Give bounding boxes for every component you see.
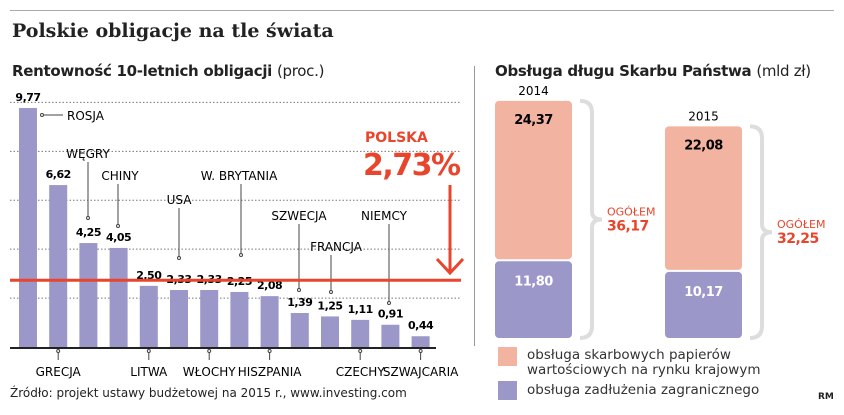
value-label: 4,05 xyxy=(106,231,131,244)
value-label: 9,77 xyxy=(15,91,40,104)
brace xyxy=(579,98,603,340)
value-label: 2,08 xyxy=(257,279,282,292)
left-unit: (proc.) xyxy=(276,62,325,80)
leader-dot xyxy=(86,216,90,220)
category-label: SZWAJCARIA xyxy=(383,365,459,379)
category-label: CZECHY xyxy=(336,365,386,379)
leader-dot xyxy=(387,301,391,305)
value-label: 0,91 xyxy=(378,308,403,321)
stack-foreign xyxy=(665,271,742,338)
total-value: 32,25 xyxy=(777,231,819,247)
bar xyxy=(381,324,400,347)
bar xyxy=(109,247,128,347)
category-label: HISZPANIA xyxy=(238,365,303,379)
category-label: LITWA xyxy=(130,365,168,379)
brace xyxy=(749,124,773,340)
bar xyxy=(260,296,279,347)
category-label: W. BRYTANIA xyxy=(201,169,278,183)
category-label: CHINY xyxy=(101,169,139,183)
value-label: 0,44 xyxy=(408,319,434,332)
category-label: WŁOCHY xyxy=(183,365,236,379)
category-label: FRANCJA xyxy=(310,240,363,254)
legend-domestic-swatch xyxy=(498,347,517,366)
bar xyxy=(351,319,370,347)
top-rule xyxy=(10,10,834,11)
category-label: ROSJA xyxy=(67,109,105,123)
right-chart-title: Obsługa długu Skarbu Państwa (mld zł) xyxy=(495,62,811,80)
leader-dot xyxy=(207,349,212,353)
reference-value: 2,73% xyxy=(363,148,461,183)
left-title-text: Rentowność 10-letnich obligacji xyxy=(12,62,273,80)
category-label: WĘGRY xyxy=(66,147,110,161)
year-label: 2015 xyxy=(688,109,719,123)
leader-dot xyxy=(418,349,423,353)
source-note: Źródło: projekt ustawy budżetowej na 201… xyxy=(10,386,407,400)
leader-dot xyxy=(146,349,151,353)
leader-dot xyxy=(239,253,243,257)
category-label: SZWECJA xyxy=(271,209,327,223)
bar xyxy=(230,291,249,347)
bar xyxy=(19,108,37,347)
legend-foreign-label: obsługa zadłużenia zagranicznego xyxy=(527,382,760,398)
divider xyxy=(474,66,475,346)
foreign-value: 11,80 xyxy=(514,274,553,289)
domestic-value: 22,08 xyxy=(684,138,723,153)
total-label: OGÓŁEM xyxy=(607,205,655,218)
stack-domestic xyxy=(665,126,742,270)
left-chart-title: Rentowność 10-letnich obligacji (proc.) xyxy=(12,62,324,80)
right-title-text: Obsługa długu Skarbu Państwa xyxy=(495,62,752,80)
legend-domestic-text: obsługa skarbowych papierów wartościowyc… xyxy=(527,347,761,378)
bar xyxy=(139,285,158,347)
category-label: GRECJA xyxy=(36,365,82,379)
leader-dot xyxy=(267,349,272,353)
legend-domestic-label: obsługa skarbowych papierów wartościowyc… xyxy=(527,348,762,378)
foreign-value: 10,17 xyxy=(684,285,723,300)
reference-label: POLSKA xyxy=(365,130,428,146)
bar xyxy=(49,185,68,347)
bar xyxy=(411,336,430,347)
leader-dot xyxy=(329,290,333,294)
right-unit: (mld zł) xyxy=(756,62,811,80)
bar xyxy=(290,313,309,347)
legend-foreign-swatch xyxy=(498,381,517,400)
page-title: Polskie obligacje na tle świata xyxy=(12,20,334,42)
bar xyxy=(170,290,188,347)
value-label: 4,25 xyxy=(76,226,101,239)
arrow-down-icon xyxy=(435,257,465,276)
bar xyxy=(79,243,98,347)
total-label: OGÓŁEM xyxy=(777,218,825,231)
bar xyxy=(321,316,339,347)
leader-dot xyxy=(358,349,363,353)
leader-dot xyxy=(177,256,181,260)
year-label: 2014 xyxy=(518,84,549,98)
leader-dot xyxy=(56,349,61,353)
stack-foreign xyxy=(495,261,572,338)
value-label: 1,11 xyxy=(348,303,373,316)
category-label: USA xyxy=(167,193,193,207)
domestic-value: 24,37 xyxy=(514,113,553,128)
leader-dot xyxy=(297,288,301,292)
value-label: 1,39 xyxy=(287,296,312,309)
leader-dot xyxy=(40,113,44,117)
value-label: 1,25 xyxy=(317,299,342,312)
category-label: NIEMCY xyxy=(361,209,408,223)
leader-dot xyxy=(116,224,120,228)
credit: RM xyxy=(818,392,834,402)
stack-domestic xyxy=(495,100,572,260)
total-value: 36,17 xyxy=(607,218,649,234)
value-label: 2,50 xyxy=(136,269,162,282)
value-label: 6,62 xyxy=(46,168,71,181)
bar xyxy=(200,290,219,347)
